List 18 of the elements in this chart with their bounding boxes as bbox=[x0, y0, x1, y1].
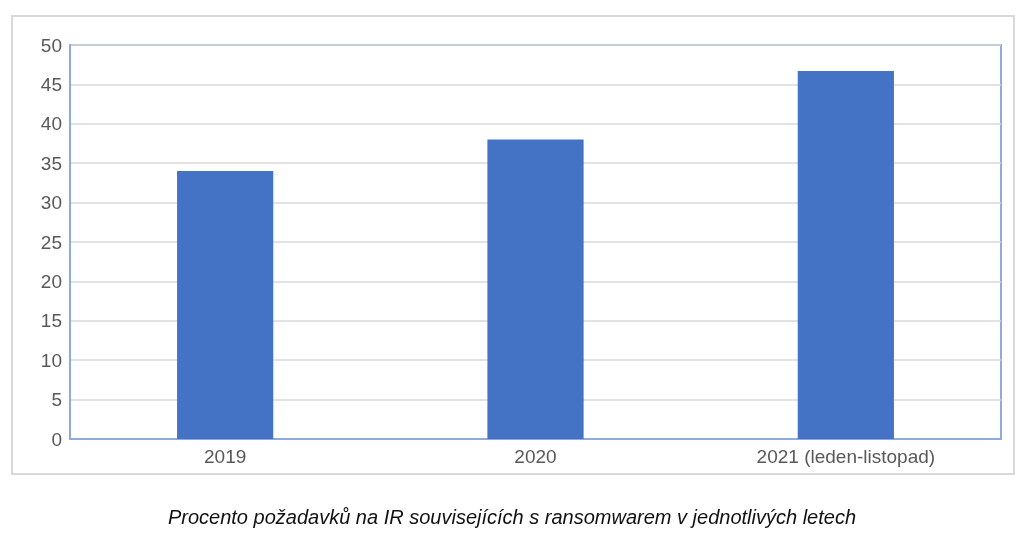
y-tick-label: 30 bbox=[40, 192, 62, 214]
x-tick-label: 2019 bbox=[204, 446, 247, 467]
y-tick-label: 5 bbox=[51, 389, 62, 411]
x-tick-label: 2020 bbox=[514, 446, 557, 467]
y-tick-label: 25 bbox=[40, 231, 62, 253]
y-tick-label: 40 bbox=[40, 113, 62, 135]
y-tick-label: 10 bbox=[40, 349, 62, 371]
bar bbox=[797, 71, 894, 439]
y-tick-label: 0 bbox=[51, 428, 62, 450]
y-tick-label: 35 bbox=[40, 152, 62, 174]
y-tick-label: 45 bbox=[40, 73, 62, 95]
bar bbox=[177, 171, 274, 439]
bar bbox=[487, 139, 584, 439]
x-tick-label: 2021 (leden-listopad) bbox=[756, 446, 936, 467]
y-tick-label: 50 bbox=[40, 34, 62, 56]
y-tick-label: 20 bbox=[40, 270, 62, 292]
text: Procento požadavků na IR souvisejících s ransomwarem v jednotlivých letech bbox=[166, 506, 858, 529]
y-tick-label: 15 bbox=[40, 310, 62, 332]
